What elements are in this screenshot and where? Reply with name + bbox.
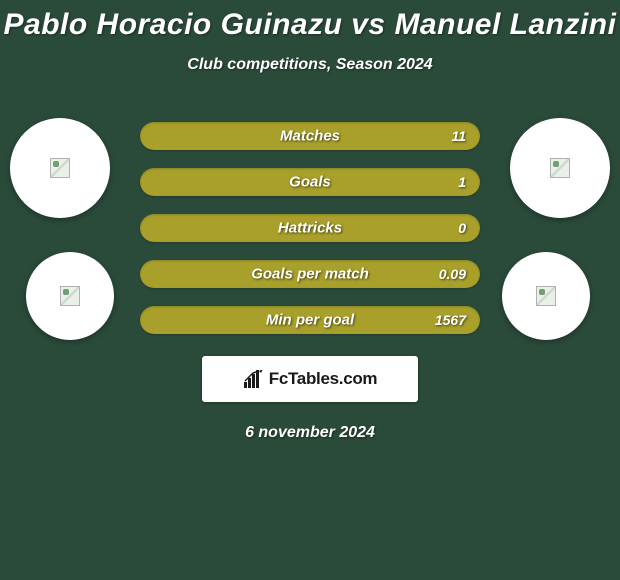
stat-rows: Matches 11 Goals 1 Hattricks 0 Goals per… [140, 122, 480, 334]
broken-image-icon [536, 286, 556, 306]
broken-image-icon [60, 286, 80, 306]
avatar-player2-club [502, 252, 590, 340]
stat-value: 0.09 [439, 266, 466, 282]
avatar-player1-club [26, 252, 114, 340]
stat-value: 11 [451, 128, 466, 144]
broken-image-icon [50, 158, 70, 178]
stat-bar-goals-per-match: Goals per match 0.09 [140, 260, 480, 288]
stat-bar-goals: Goals 1 [140, 168, 480, 196]
page-subtitle: Club competitions, Season 2024 [0, 56, 620, 74]
stat-value: 1567 [435, 312, 466, 328]
stat-label: Matches [280, 128, 340, 145]
source-badge: FcTables.com [202, 356, 418, 402]
stat-value: 1 [458, 174, 466, 190]
broken-image-icon [550, 158, 570, 178]
stats-area: Matches 11 Goals 1 Hattricks 0 Goals per… [0, 122, 620, 442]
page-title: Pablo Horacio Guinazu vs Manuel Lanzini [0, 8, 620, 42]
stat-label: Min per goal [266, 312, 354, 329]
badge-text: FcTables.com [269, 369, 378, 389]
bar-chart-icon [243, 369, 267, 389]
stat-label: Goals per match [251, 266, 369, 283]
avatar-player1-country [10, 118, 110, 218]
stat-label: Goals [289, 174, 331, 191]
date-line: 6 november 2024 [0, 424, 620, 442]
comparison-container: Pablo Horacio Guinazu vs Manuel Lanzini … [0, 0, 620, 580]
stat-label: Hattricks [278, 220, 342, 237]
stat-value: 0 [458, 220, 466, 236]
stat-bar-hattricks: Hattricks 0 [140, 214, 480, 242]
stat-bar-matches: Matches 11 [140, 122, 480, 150]
avatar-player2-country [510, 118, 610, 218]
stat-bar-min-per-goal: Min per goal 1567 [140, 306, 480, 334]
